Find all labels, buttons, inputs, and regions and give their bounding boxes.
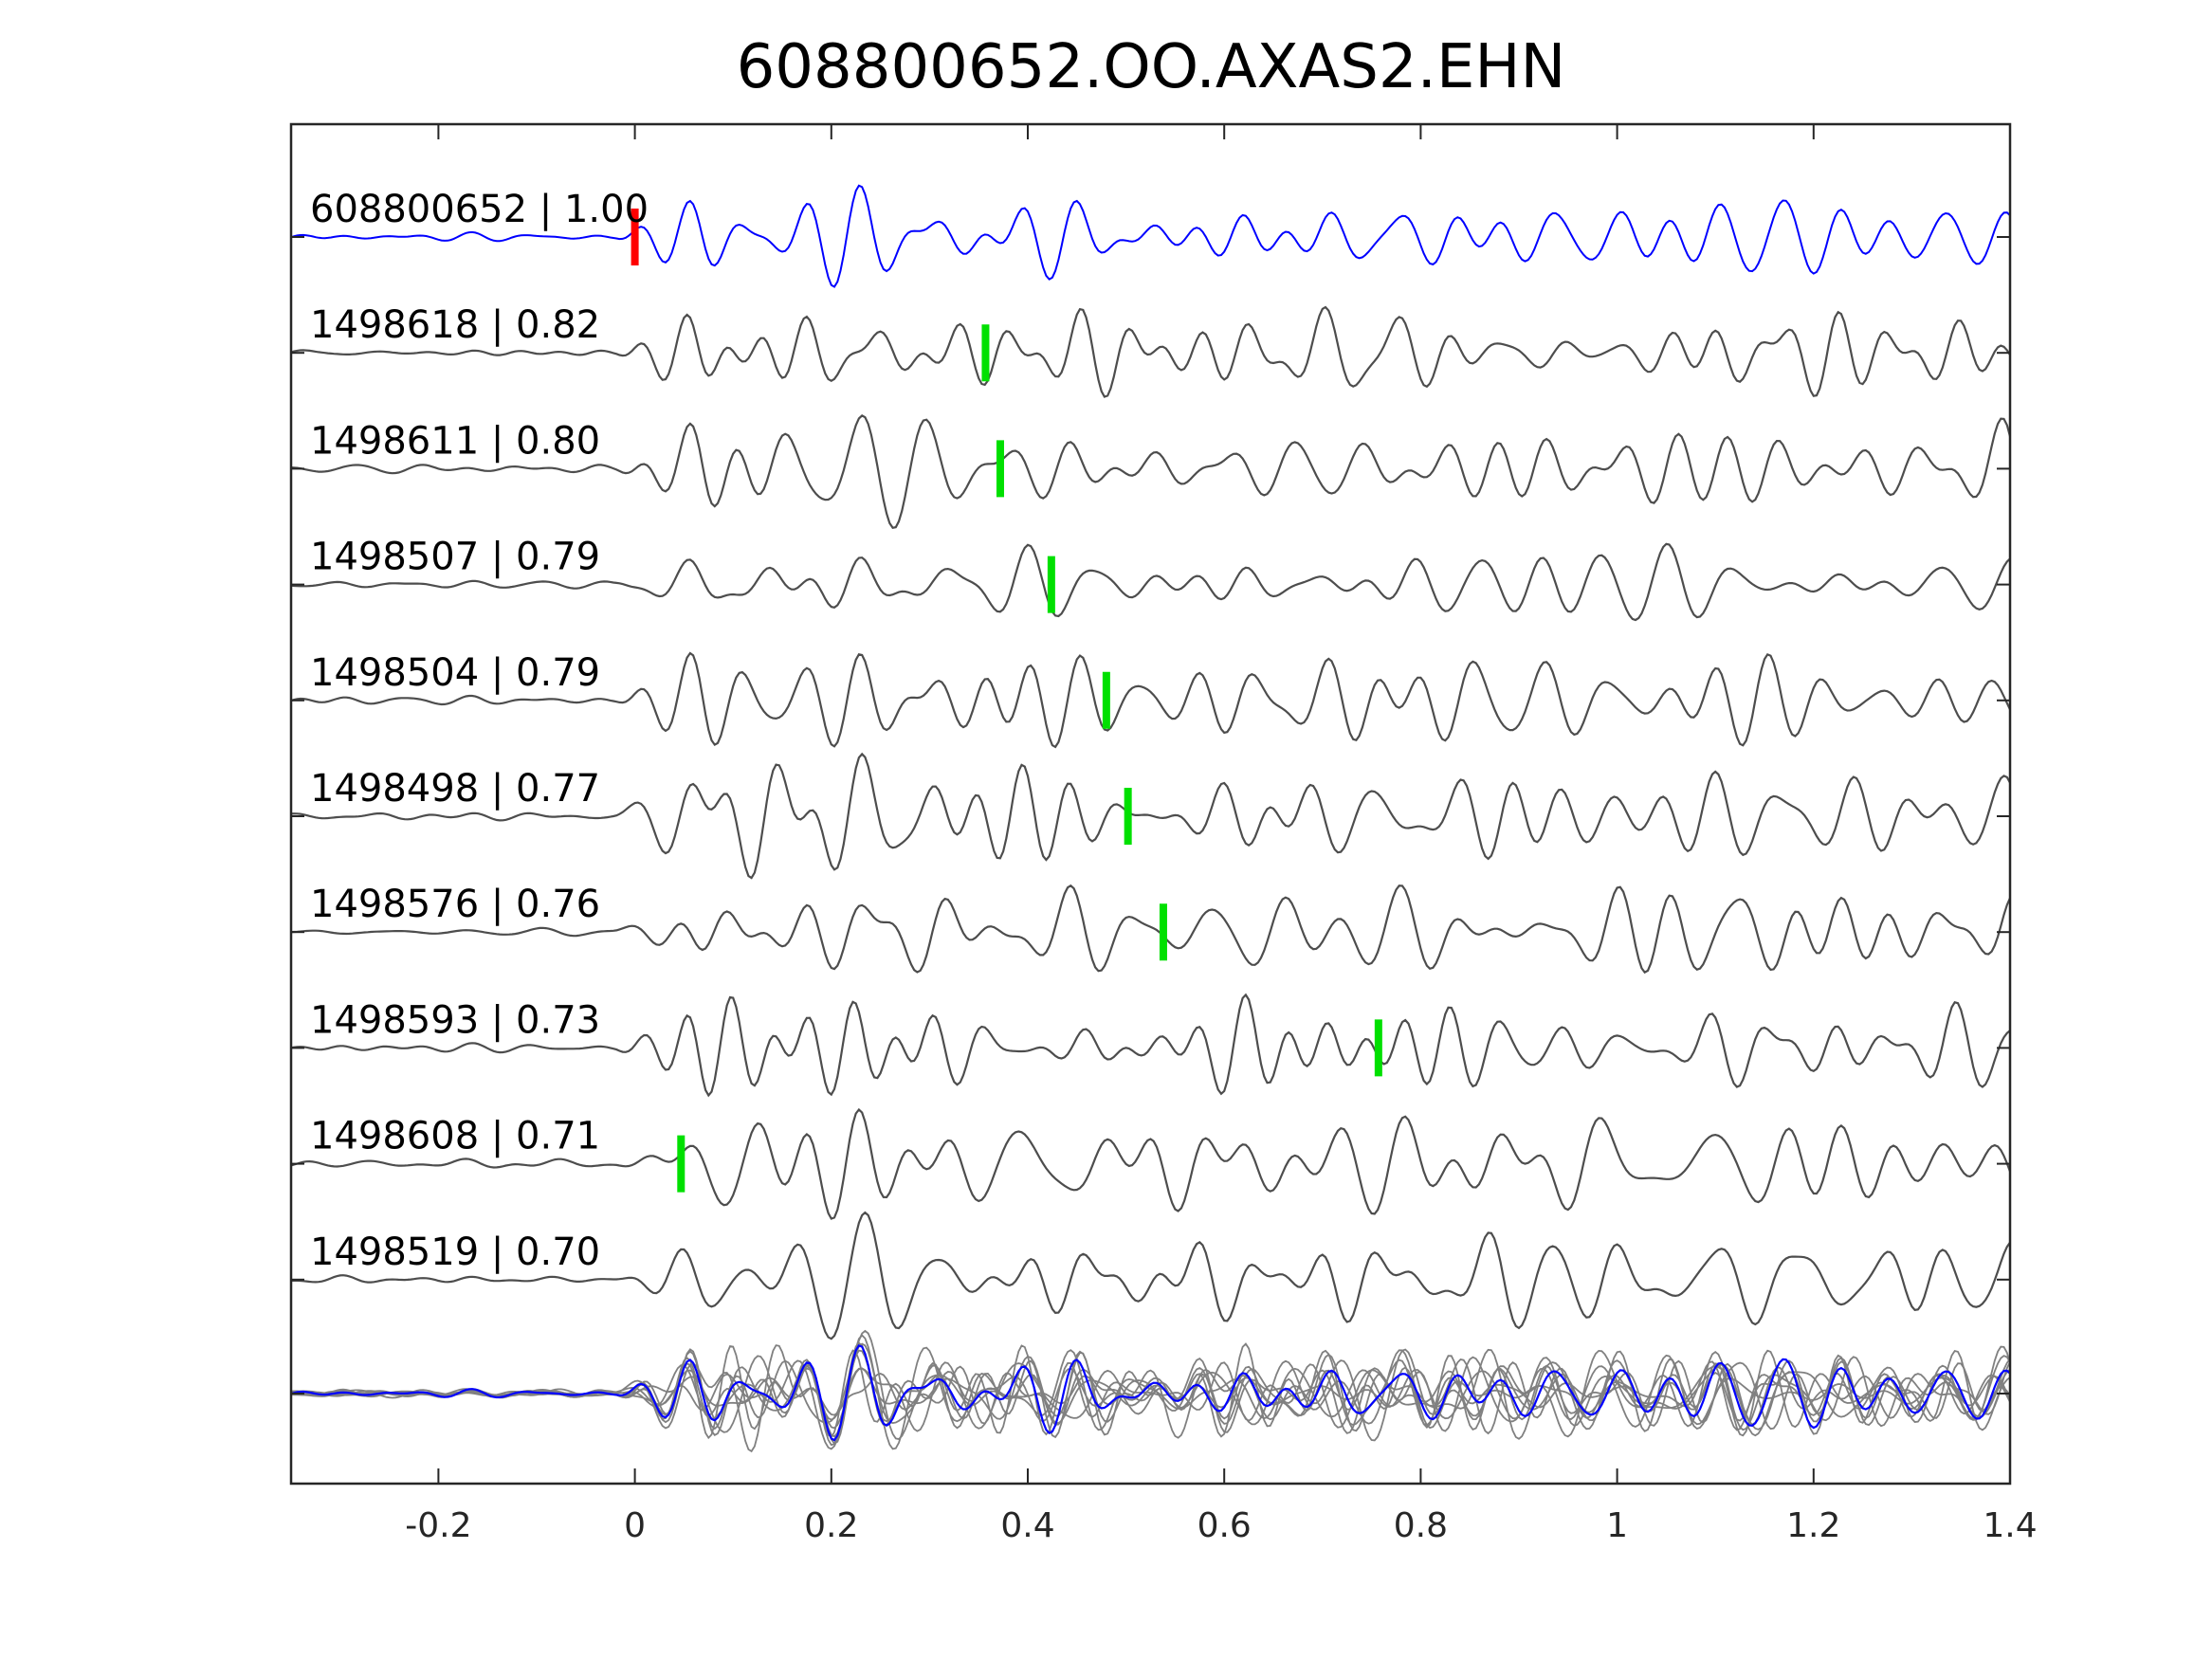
trace-line-1498519 (290, 1211, 2011, 1340)
x-tick-label: 1 (1606, 1506, 1628, 1545)
trace-label-1498507: 1498507 | 0.79 (310, 536, 600, 579)
trace-label-1498519: 1498519 | 0.70 (310, 1231, 600, 1274)
trace-line-1498611 (290, 414, 2012, 530)
x-tick-label: 0.2 (804, 1506, 858, 1545)
x-tick-label: 1.4 (1983, 1506, 2037, 1545)
traces-layer (290, 184, 2012, 1453)
trace-label-1498504: 1498504 | 0.79 (310, 651, 600, 695)
trace-label-1498576: 1498576 | 0.76 (310, 883, 600, 926)
trace-label-1498618: 1498618 | 0.82 (310, 303, 600, 347)
trace-label-608800652: 608800652 | 1.00 (310, 188, 649, 231)
trace-line-1498507 (290, 542, 2011, 622)
picks-layer (631, 209, 1382, 1193)
trace-line-1498608 (290, 1107, 2012, 1220)
trace-label-1498611: 1498611 | 0.80 (310, 419, 600, 463)
x-tick-label: 1.2 (1786, 1506, 1840, 1545)
plot-frame (289, 122, 2012, 1486)
trace-line-1498498 (290, 752, 2011, 880)
x-tick-label: -0.2 (405, 1506, 471, 1545)
x-tick-label: 0 (624, 1506, 646, 1545)
trace-label-1498593: 1498593 | 0.73 (310, 998, 600, 1042)
x-tick-label: 0.6 (1197, 1506, 1252, 1545)
trace-line-1498576 (290, 884, 2012, 975)
chart-title: 608800652.OO.AXAS2.EHN (737, 32, 1566, 102)
x-tick-label: 0.4 (1000, 1506, 1054, 1545)
x-tick-label: 0.8 (1394, 1506, 1448, 1545)
trace-line-1498504 (290, 651, 2011, 749)
trace-label-1498608: 1498608 | 0.71 (310, 1115, 600, 1158)
trace-line-608800652 (290, 184, 2011, 288)
x-axis-ticks: -0.2 0 0.2 0.4 0.6 0.8 1 1.2 1.4 (405, 124, 2038, 1545)
trace-line-1498618 (290, 305, 2011, 398)
stack-trace-1498576 (291, 1349, 2011, 1432)
trace-label-1498498: 1498498 | 0.77 (310, 767, 600, 811)
stack-trace-template (290, 1343, 2011, 1442)
labels-layer: 608800652 | 1.00 1498618 | 0.82 1498611 | … (310, 188, 649, 1274)
trace-line-1498593 (290, 993, 2011, 1098)
